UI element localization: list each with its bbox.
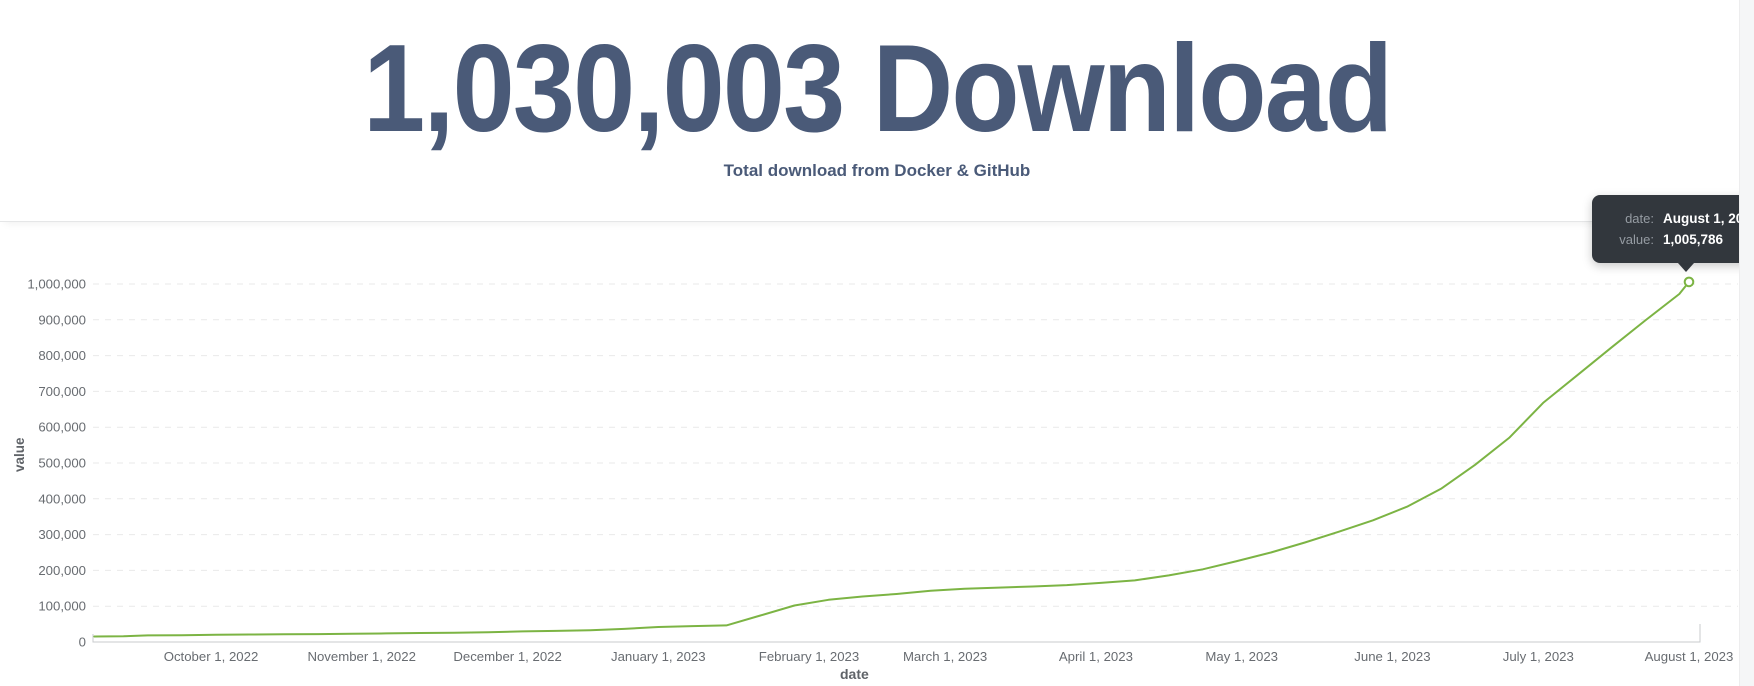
- tooltip-value-value: 1,005,786: [1663, 232, 1724, 247]
- y-tick-labels: 0 100,000 200,000 300,000 400,000 500,000 600,…: [27, 277, 86, 650]
- chart-tooltip: date: August 1, 2023 value: 1,005,786: [1592, 195, 1754, 272]
- svg-text:200,000: 200,000: [38, 563, 86, 578]
- svg-text:100,000: 100,000: [38, 599, 86, 614]
- page-header: 1,030,003 Download Total download from D…: [0, 0, 1754, 222]
- svg-text:April 1, 2023: April 1, 2023: [1059, 649, 1133, 664]
- svg-text:July 1, 2023: July 1, 2023: [1503, 649, 1574, 664]
- x-tick-labels: October 1, 2022 November 1, 2022 December …: [164, 649, 1734, 664]
- tooltip-date-row: date: August 1, 2023: [1592, 208, 1754, 229]
- tooltip-value-row: value: 1,005,786: [1592, 229, 1744, 250]
- page-title: 1,030,003 Download: [362, 20, 1393, 158]
- svg-text:1,000,000: 1,000,000: [27, 277, 86, 292]
- x-axis-title: date: [840, 666, 869, 682]
- svg-text:700,000: 700,000: [38, 384, 86, 399]
- scrollbar-track[interactable]: [1739, 0, 1754, 686]
- svg-text:March 1, 2023: March 1, 2023: [903, 649, 987, 664]
- y-gridlines: [93, 283, 1738, 607]
- svg-text:February 1, 2023: February 1, 2023: [759, 649, 859, 664]
- y-axis-title: value: [12, 437, 27, 472]
- svg-text:900,000: 900,000: [38, 312, 86, 327]
- svg-text:October 1, 2022: October 1, 2022: [164, 649, 259, 664]
- svg-text:August 1, 2023: August 1, 2023: [1645, 649, 1734, 664]
- svg-text:0: 0: [79, 635, 86, 650]
- page-subtitle: Total download from Docker & GitHub: [723, 161, 1031, 181]
- tooltip-caret-icon: [1678, 263, 1694, 272]
- svg-text:400,000: 400,000: [38, 491, 86, 506]
- svg-text:800,000: 800,000: [38, 348, 86, 363]
- svg-text:500,000: 500,000: [38, 456, 86, 471]
- tooltip-date-value: August 1, 2023: [1663, 211, 1754, 226]
- svg-text:300,000: 300,000: [38, 527, 86, 542]
- active-point-marker[interactable]: [1683, 276, 1695, 288]
- tooltip-date-label: date:: [1625, 211, 1654, 226]
- svg-text:June 1, 2023: June 1, 2023: [1354, 649, 1430, 664]
- series-line-value: [93, 280, 1690, 638]
- svg-text:November 1, 2022: November 1, 2022: [307, 649, 416, 664]
- x-axis-line: [92, 624, 1701, 643]
- tooltip-value-label: value:: [1619, 232, 1654, 247]
- svg-text:May 1, 2023: May 1, 2023: [1205, 649, 1278, 664]
- svg-text:December 1, 2022: December 1, 2022: [453, 649, 562, 664]
- svg-text:600,000: 600,000: [38, 420, 86, 435]
- svg-text:January 1, 2023: January 1, 2023: [611, 649, 706, 664]
